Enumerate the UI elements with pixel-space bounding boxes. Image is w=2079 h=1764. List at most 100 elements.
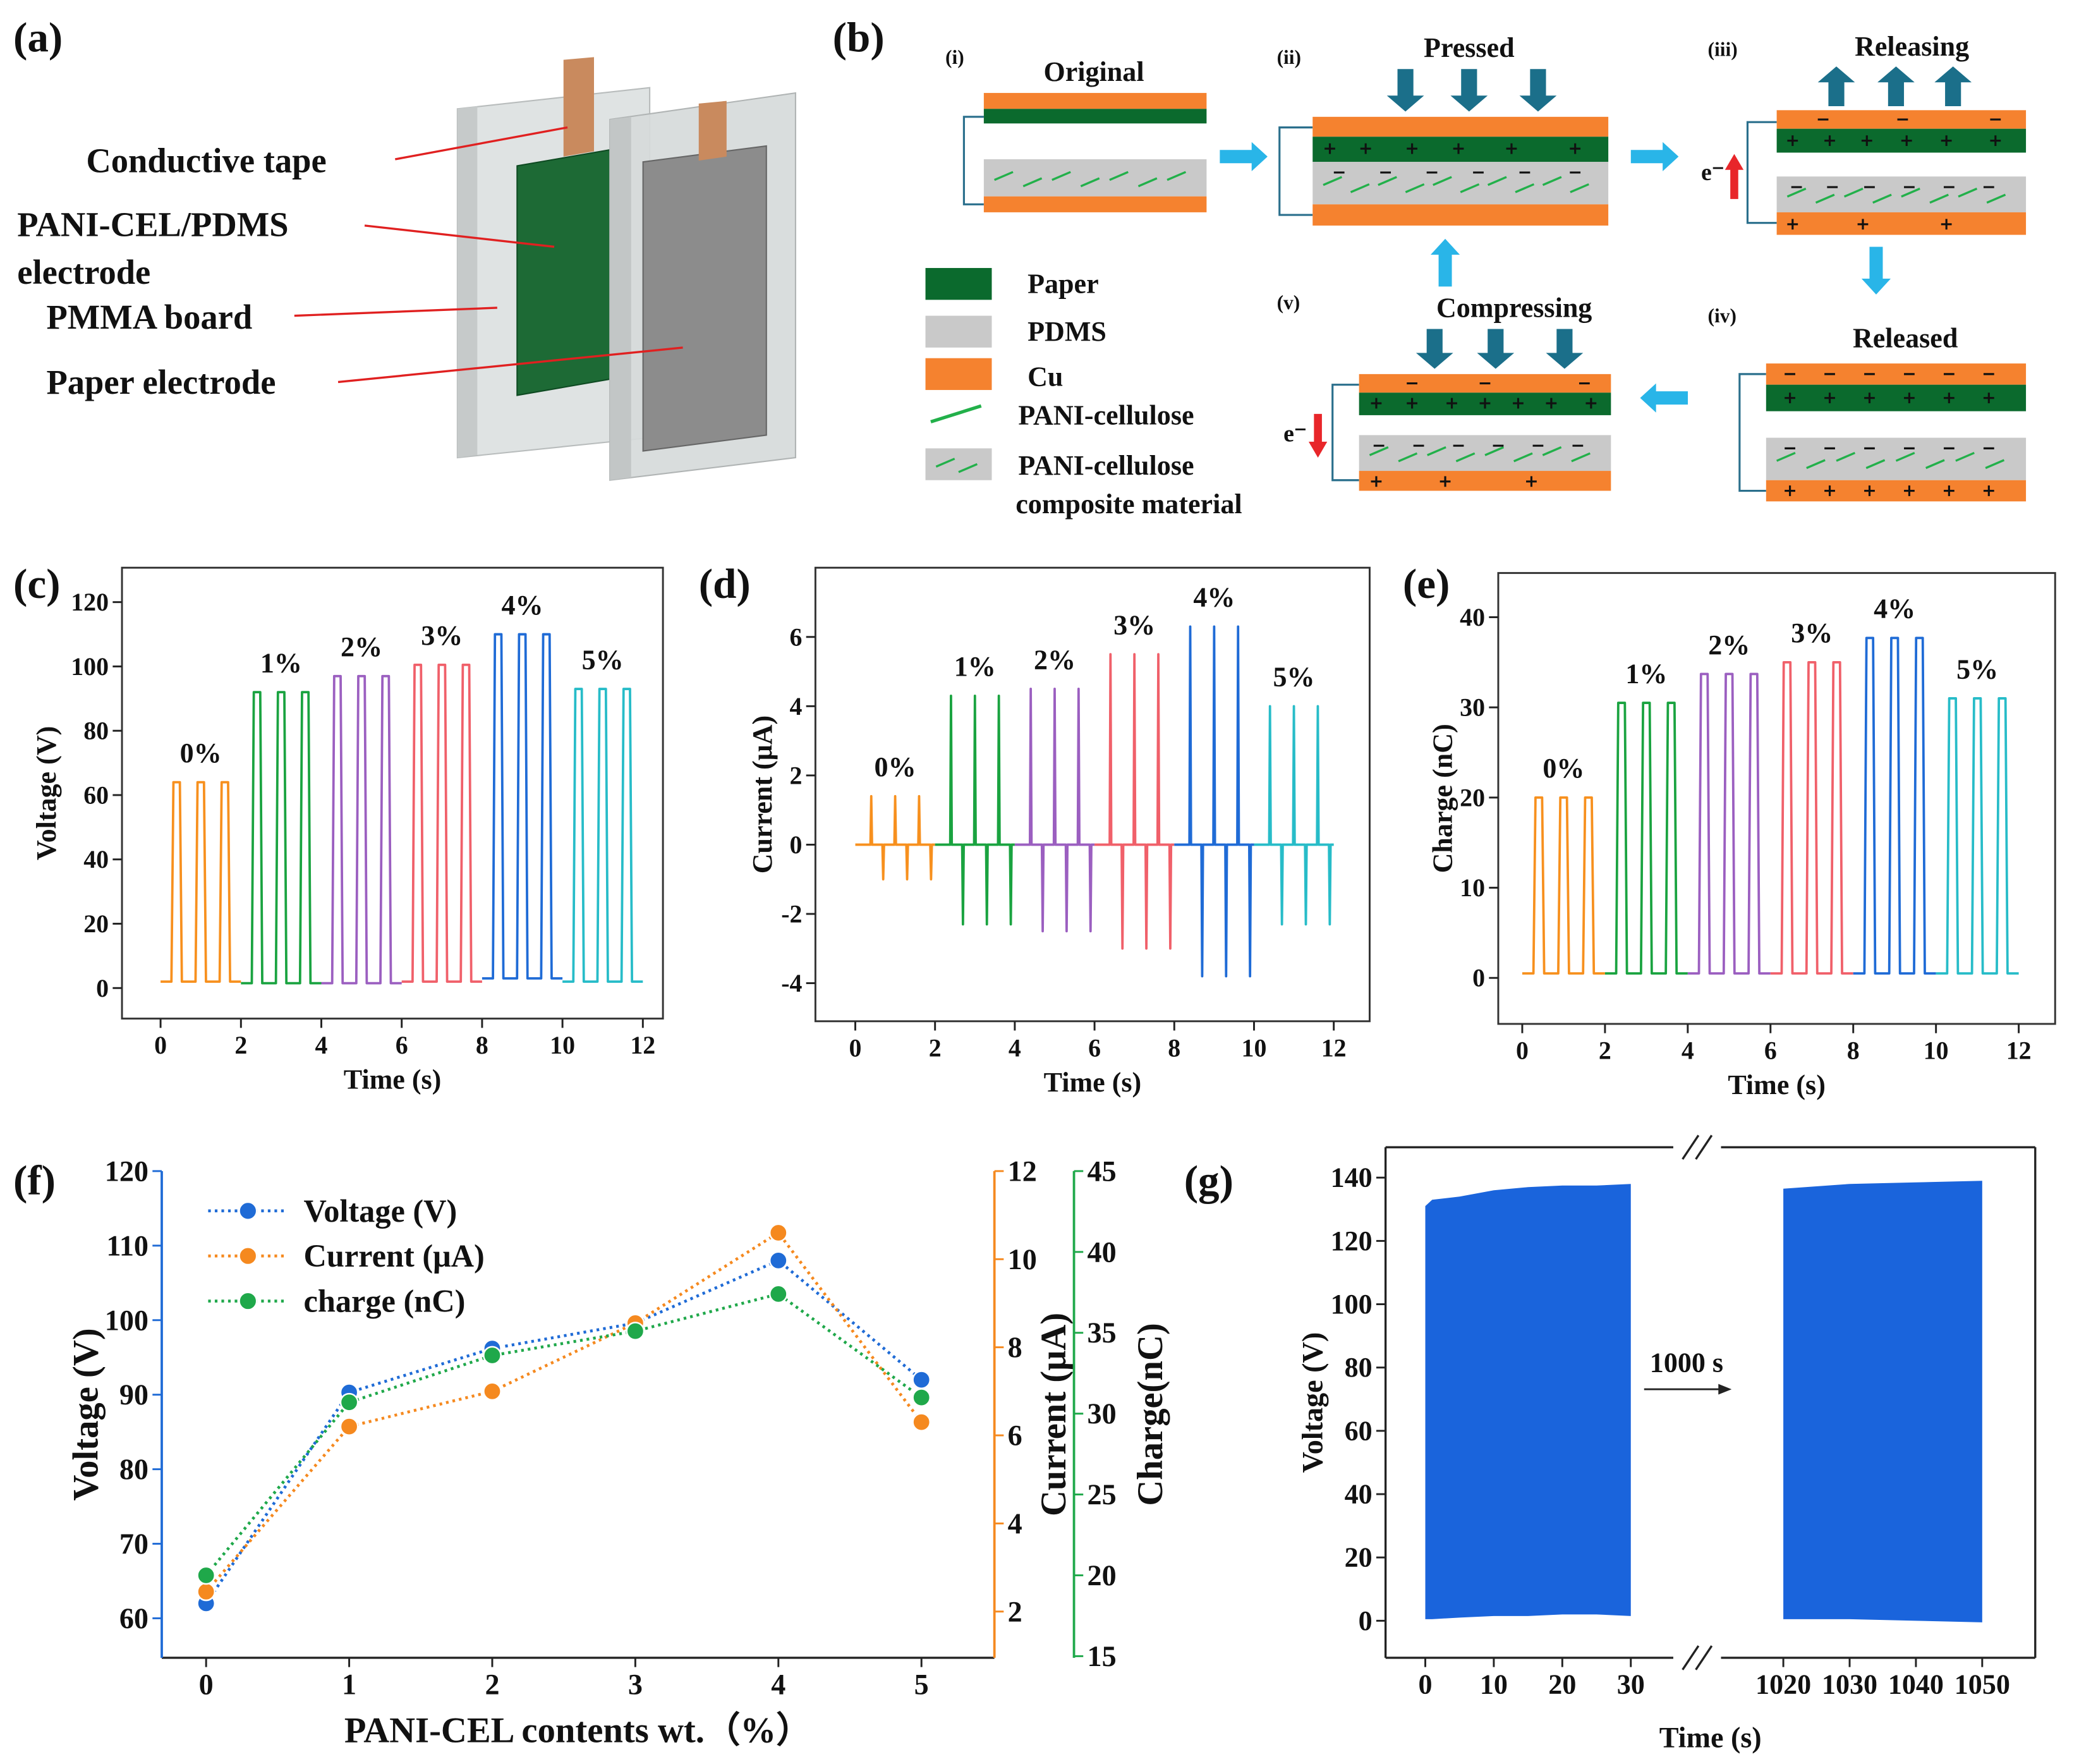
step-label: Releasing bbox=[1855, 31, 1969, 62]
legend-swatch bbox=[930, 404, 982, 423]
cellulose-fiber bbox=[1815, 193, 1835, 204]
series-line bbox=[1770, 660, 1853, 975]
x-tick-label: 10 bbox=[550, 1031, 575, 1059]
arrow bbox=[1220, 142, 1268, 171]
plate-edge bbox=[610, 116, 631, 480]
cellulose-fiber bbox=[1080, 177, 1100, 188]
marker bbox=[483, 1346, 502, 1365]
wire bbox=[1278, 126, 1313, 216]
x-tick-label: 2 bbox=[929, 1033, 942, 1062]
series-label: 4% bbox=[501, 590, 543, 621]
annotation-arrowhead bbox=[1718, 1384, 1732, 1395]
y-axis-label: Voltage (V) bbox=[66, 1328, 106, 1500]
cellulose-fiber bbox=[1515, 183, 1535, 193]
legend-marker bbox=[238, 1291, 258, 1311]
y-tick-label: 80 bbox=[83, 717, 109, 745]
x-tick-label: 4 bbox=[1682, 1036, 1694, 1064]
x-tick-label: 2 bbox=[234, 1031, 247, 1059]
legend-label: PDMS bbox=[1027, 316, 1106, 347]
arrow bbox=[1630, 142, 1679, 171]
panel-letter: (b) bbox=[833, 13, 885, 61]
cellulose-fiber bbox=[1487, 176, 1507, 186]
y-tick-label: 70 bbox=[119, 1528, 148, 1560]
cellulose-fiber bbox=[1542, 446, 1562, 456]
marker bbox=[768, 1251, 788, 1270]
y-tick-label: 40 bbox=[1345, 1479, 1373, 1510]
arrow bbox=[1415, 329, 1453, 369]
cellulose-fiber bbox=[1405, 183, 1425, 193]
y-tick-label: 6 bbox=[1008, 1420, 1022, 1452]
y-axis-label: Voltage (V) bbox=[31, 726, 62, 860]
series-label: 2% bbox=[1034, 644, 1076, 675]
series-label: 0% bbox=[180, 738, 222, 769]
x-tick-label: 0 bbox=[154, 1031, 167, 1059]
series-label: 2% bbox=[341, 631, 382, 662]
y-tick-label: 100 bbox=[1331, 1289, 1373, 1320]
series-line bbox=[1936, 697, 2019, 975]
x-tick-label: 6 bbox=[1764, 1036, 1777, 1064]
cellulose-fiber bbox=[1427, 446, 1446, 456]
legend-label: PANI-cellulose bbox=[1018, 399, 1194, 430]
y-tick-label: 100 bbox=[105, 1304, 148, 1336]
x-tick-label: 12 bbox=[2006, 1036, 2032, 1064]
series-line bbox=[205, 1293, 923, 1576]
y-tick-label: 40 bbox=[1460, 603, 1485, 631]
signal-band bbox=[1425, 1184, 1631, 1619]
step-label: Compressing bbox=[1436, 292, 1592, 323]
y-tick-label: 2 bbox=[789, 761, 802, 789]
y-tick-label: 100 bbox=[71, 652, 109, 681]
series-line bbox=[1094, 653, 1175, 950]
y-tick-label: 20 bbox=[1460, 783, 1485, 812]
y-tick-label: 12 bbox=[1008, 1155, 1037, 1187]
x-tick-label: 10 bbox=[1480, 1669, 1508, 1700]
series-line bbox=[1014, 688, 1095, 933]
series-label: 3% bbox=[1791, 617, 1833, 648]
marker bbox=[339, 1417, 359, 1436]
pdms-layer bbox=[1312, 162, 1609, 205]
y-tick-label: 40 bbox=[1088, 1236, 1117, 1268]
x-tick-label: 10 bbox=[1242, 1033, 1267, 1062]
legend-label: Paper bbox=[1027, 269, 1099, 300]
y-tick-label: 0 bbox=[96, 974, 109, 1002]
arrow bbox=[1817, 66, 1855, 107]
series-line bbox=[321, 674, 402, 985]
copper-tape bbox=[698, 100, 727, 161]
copper-tape bbox=[563, 57, 594, 157]
plate-edge bbox=[457, 106, 478, 458]
x-tick-label: 4 bbox=[315, 1031, 328, 1059]
electron-label: e⁻ bbox=[1701, 159, 1724, 186]
wire bbox=[1738, 373, 1766, 492]
y-tick-label: 4 bbox=[789, 692, 802, 721]
y-tick-label: 30 bbox=[1088, 1397, 1117, 1430]
leader bbox=[394, 126, 568, 161]
cellulose-fiber bbox=[1542, 176, 1562, 186]
step-numeral: (iv) bbox=[1708, 305, 1737, 327]
cellulose-fiber bbox=[935, 458, 955, 468]
wire bbox=[962, 116, 984, 205]
legend-label: PANI-cellulose bbox=[1018, 450, 1194, 481]
cellulose-fiber bbox=[1513, 452, 1533, 463]
x-tick-label: 0 bbox=[1516, 1036, 1529, 1064]
y-tick-label: 8 bbox=[1008, 1331, 1022, 1363]
series-line bbox=[1604, 702, 1688, 975]
series-label: 0% bbox=[1543, 753, 1584, 784]
y-tick-label: 20 bbox=[1088, 1559, 1117, 1591]
axis-break bbox=[1695, 1134, 1713, 1160]
series-line bbox=[1687, 672, 1771, 975]
marker bbox=[339, 1392, 359, 1412]
x-tick-label: 8 bbox=[1847, 1036, 1860, 1064]
cellulose-fiber bbox=[1986, 193, 2006, 204]
series-line bbox=[1174, 625, 1254, 978]
arrow bbox=[1877, 66, 1915, 107]
series-line bbox=[1853, 636, 1936, 975]
cellulose-fiber bbox=[1022, 177, 1043, 188]
label: electrode bbox=[17, 253, 150, 291]
y-tick-label: 120 bbox=[1331, 1226, 1373, 1256]
cu-layer bbox=[1359, 471, 1611, 491]
legend-label: charge (nC) bbox=[303, 1284, 465, 1319]
cu-layer bbox=[983, 196, 1207, 212]
cellulose-fiber bbox=[1323, 176, 1343, 186]
leader bbox=[364, 224, 555, 248]
y-tick-label: 140 bbox=[1331, 1162, 1373, 1193]
